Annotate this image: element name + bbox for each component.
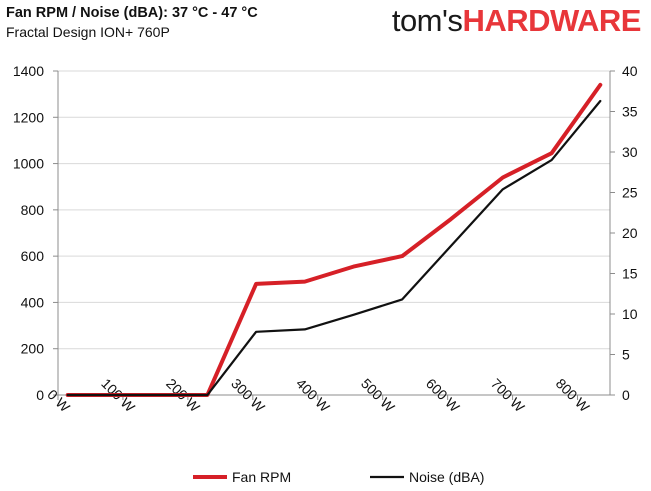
y-right-tick-label: 15 bbox=[622, 266, 638, 282]
y-right-tick-label: 20 bbox=[622, 225, 638, 241]
y-left-tick-label: 800 bbox=[21, 202, 45, 218]
axes bbox=[53, 70, 615, 400]
y-right-tick-label: 40 bbox=[622, 63, 638, 79]
toms-hardware-logo: tom'sHARDWARE bbox=[391, 3, 642, 38]
x-tick-label: 0 W bbox=[44, 386, 73, 415]
y-left-tick-label: 200 bbox=[21, 341, 45, 357]
legend: Fan RPM Noise (dBA) bbox=[193, 469, 484, 485]
y-right-tick-label: 30 bbox=[622, 144, 638, 160]
y-right-tick-label: 10 bbox=[622, 306, 638, 322]
y-left-tick-label: 1400 bbox=[13, 63, 44, 79]
noise-line bbox=[66, 99, 602, 397]
logo-part-2: HARDWARE bbox=[462, 3, 641, 38]
title-block: Fan RPM / Noise (dBA): 37 °C - 47 °C Fra… bbox=[6, 4, 258, 42]
series-lines bbox=[65, 82, 603, 397]
y-right-tick-label: 0 bbox=[622, 387, 630, 403]
y-left-tick-label: 1000 bbox=[13, 156, 44, 172]
logo-part-1: tom's bbox=[391, 3, 463, 38]
tick-labels: 0 200 400 600 800 1000 1200 1400 0 5 10 15 20 25 30 35 4… bbox=[13, 63, 638, 416]
y-right-tick-label: 35 bbox=[622, 104, 638, 120]
y-left-tick-label: 0 bbox=[36, 387, 44, 403]
grid-lines bbox=[58, 70, 610, 350]
legend-label-noise: Noise (dBA) bbox=[409, 469, 484, 485]
y-left-tick-label: 600 bbox=[21, 248, 45, 264]
y-left-tick-label: 1200 bbox=[13, 109, 44, 125]
chart-title: Fan RPM / Noise (dBA): 37 °C - 47 °C bbox=[6, 5, 258, 21]
y-right-tick-label: 25 bbox=[622, 185, 638, 201]
y-right-tick-label: 5 bbox=[622, 347, 630, 363]
legend-label-fan-rpm: Fan RPM bbox=[232, 469, 291, 485]
y-left-tick-label: 400 bbox=[21, 294, 45, 310]
chart-subtitle: Fractal Design ION+ 760P bbox=[6, 24, 170, 40]
